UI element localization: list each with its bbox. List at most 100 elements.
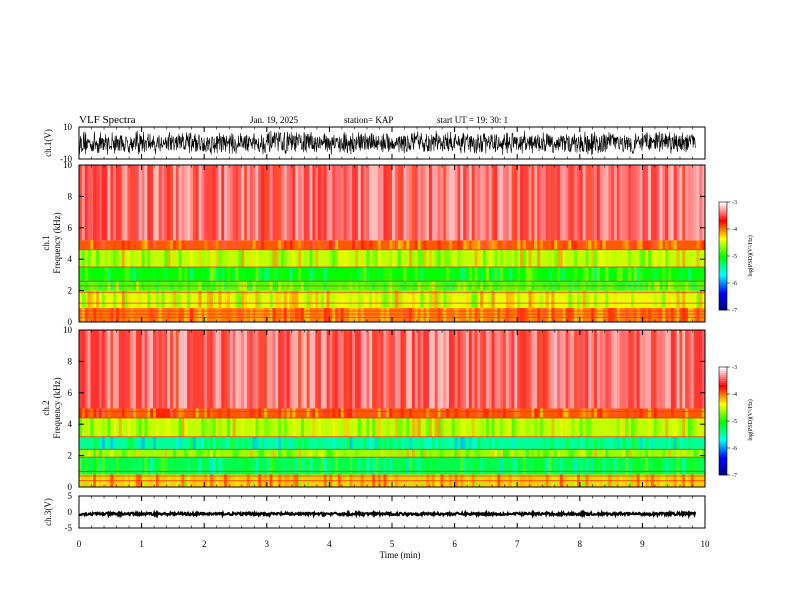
ch2-spec-texture-band <box>633 408 637 418</box>
ch2-spec-texture-band <box>534 417 538 437</box>
ch1-spec-texture-band <box>323 240 327 250</box>
ch2-spec-texture-band <box>152 408 157 418</box>
ch1-spec-texture-band <box>505 290 509 308</box>
ch1-spec-texture-band <box>320 307 324 322</box>
ch1-spec-texture-band <box>613 307 617 322</box>
ch2-spec-texture-upper <box>483 330 487 409</box>
ch1-spec-texture-band <box>130 249 134 268</box>
ch2-spec-texture-upper <box>648 330 652 409</box>
ch1-spec-texture-band <box>403 267 407 282</box>
ch2-spec-texture-band <box>619 417 623 437</box>
ch1-spec-texture-band <box>392 290 396 308</box>
ch1-spec-texture-upper <box>440 165 444 241</box>
ch1-spec-texture-band <box>81 240 85 250</box>
ch1-spec-texture-band <box>480 290 484 308</box>
ch2-spec-texture-upper <box>141 330 145 409</box>
ch2-spec-texture-upper <box>596 330 600 409</box>
ch1-colorbar-tick-label: -3 <box>732 200 737 206</box>
ch1-spec-texture-band <box>562 307 566 322</box>
ch2-spec-texture-band <box>255 417 259 437</box>
ch1-spec-texture-band <box>548 307 552 322</box>
ch1-spec-texture-band <box>659 240 663 250</box>
ch1-spec-texture-band <box>90 240 94 250</box>
ch2-spec-texture-band <box>682 417 686 437</box>
ch1-spec-texture-upper <box>662 165 666 241</box>
ch2-spec-texture-band <box>323 457 327 475</box>
ch1-spec-texture-upper <box>545 165 549 241</box>
ch1-spec-texture-band <box>483 249 487 268</box>
ch1-spec-texture-band <box>465 240 470 250</box>
ch2-spec-texture-band <box>588 408 592 418</box>
ch2-spec-texture-band <box>226 436 231 450</box>
ch2-spec-texture-band <box>574 457 578 475</box>
ch1-spec-texture-upper <box>110 165 114 241</box>
ch1-spec-texture-band <box>207 267 211 282</box>
ch2-spec-texture-band <box>565 436 569 450</box>
ch1-spec-texture-band <box>517 290 521 308</box>
ch2-spec-texture-band <box>221 457 225 475</box>
ch2-spec-texture-band <box>696 417 700 437</box>
ch2-spec-texture-upper <box>642 330 646 409</box>
ch1-spec-texture-band <box>531 249 535 268</box>
ch1-spec-texture-band <box>269 249 273 268</box>
ch2-spec-texture-band <box>520 417 524 437</box>
ch2-spec-texture-upper <box>158 330 162 409</box>
ch2-spec-texture-upper <box>329 330 333 409</box>
ch1-spectrogram-image <box>79 165 706 322</box>
ch2-spec-texture-upper <box>608 330 612 409</box>
ch1-spec-texture-upper <box>124 165 128 241</box>
ch1-spec-texture-band <box>437 240 441 250</box>
ch1-spec-texture-band <box>286 307 290 322</box>
ch1-spec-texture-band <box>500 267 504 282</box>
ch2-spec-texture-upper <box>383 330 387 409</box>
ch1-spec-texture-band <box>374 249 378 268</box>
ch1-spec-texture-upper <box>372 165 376 241</box>
ch1-spec-texture-upper <box>107 165 111 241</box>
ch2-spec-texture-upper <box>352 330 356 409</box>
ch2-spec-texture-band <box>369 417 373 437</box>
ch2-spec-texture-upper <box>215 330 219 409</box>
ch2-spec-texture-upper <box>133 330 137 409</box>
ch2-spec-texture-band <box>374 417 378 437</box>
ch1-spec-texture-upper <box>263 165 267 241</box>
ch2-spec-texture-band <box>172 449 176 458</box>
ch1-spec-texture-band <box>557 249 561 268</box>
ch2-spec-texture-band <box>281 408 285 418</box>
ch1-spec-texture-band <box>628 267 632 282</box>
ch1-spec-texture-band <box>423 290 427 308</box>
ch2-spec-texture-band <box>602 436 606 450</box>
ch1-spec-texture-band <box>417 267 421 282</box>
ch2-spec-texture-upper <box>355 330 359 409</box>
ch2-colorbar-step <box>719 449 727 452</box>
ch2-spec-texture-upper <box>662 330 666 409</box>
ch1-spec-texture-upper <box>508 165 512 241</box>
ch1-spec-texture-band <box>448 267 452 282</box>
ch1-spec-texture-band <box>392 240 396 250</box>
ch1-spec-texture-upper <box>483 165 487 241</box>
ch2-spec-texture-upper <box>87 330 91 409</box>
ch1-spec-texture-band <box>209 249 213 268</box>
ch2-spec-texture-band <box>559 408 563 418</box>
ch2-spec-texture-band <box>497 408 501 418</box>
ch2-spec-texture-upper <box>232 330 236 409</box>
ch1-spec-texture-band <box>286 267 290 282</box>
ch2-spec-texture-upper <box>104 330 108 409</box>
ch2-spec-texture-band <box>167 457 171 475</box>
ch1-spec-texture-upper <box>517 165 521 241</box>
ch1-spec-texture-upper <box>229 165 233 241</box>
ch2-spec-texture-band <box>517 457 521 475</box>
ch2-spec-texture-band <box>127 417 131 437</box>
ch1-colorbar-step <box>719 236 727 239</box>
ch1-spec-texture-band <box>167 307 171 322</box>
ch1-spec-texture-upper <box>127 165 131 241</box>
ch1-spec-texture-band <box>423 249 427 268</box>
ch2-spec-texture-upper <box>494 330 498 409</box>
ch2-spec-texture-band <box>300 457 304 475</box>
ch1-spec-texture-band <box>281 267 285 282</box>
ch1-spec-texture-upper <box>152 165 157 241</box>
ch2-colorbar-step <box>719 367 727 370</box>
ch2-spec-texture-band <box>562 436 566 450</box>
ch1-spec-texture-band <box>511 290 515 308</box>
ch2-spec-texture-upper <box>283 330 287 409</box>
